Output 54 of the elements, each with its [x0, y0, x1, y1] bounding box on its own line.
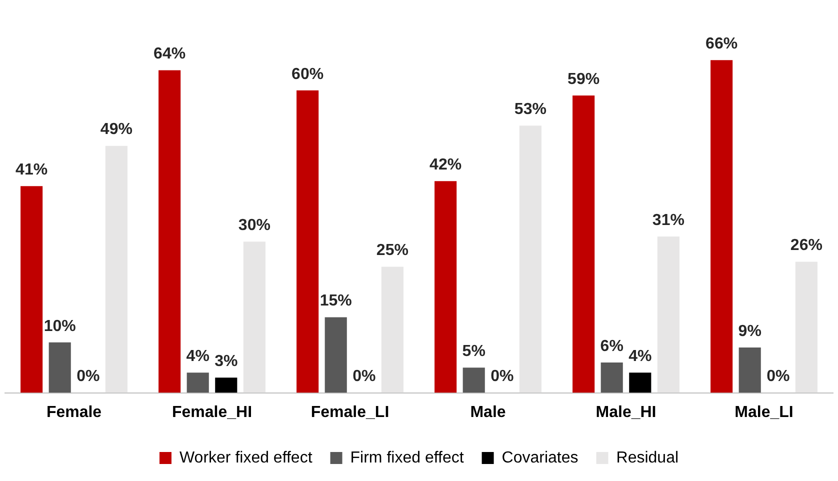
bar [710, 60, 733, 393]
data-label: 66% [706, 36, 738, 53]
bar [243, 242, 266, 393]
bar [795, 262, 818, 393]
data-label: 60% [292, 66, 324, 83]
data-label: 53% [514, 101, 546, 118]
data-label: 49% [100, 121, 132, 138]
data-label: 31% [652, 212, 684, 229]
bar [519, 126, 542, 393]
bar [600, 362, 623, 393]
legend-label: Residual [616, 449, 679, 466]
x-tick-label: Female_HI [172, 404, 252, 421]
bar [105, 146, 128, 393]
data-label: 10% [44, 318, 76, 335]
x-tick-label: Female_LI [310, 404, 390, 421]
data-label: 0% [490, 368, 514, 386]
bar [629, 372, 652, 393]
data-label: 5% [462, 343, 486, 360]
bar [324, 317, 347, 393]
bar [186, 372, 209, 393]
data-label: 0% [352, 368, 376, 386]
x-tick-label: Male_LI [734, 404, 794, 421]
data-label: 42% [430, 156, 462, 174]
data-label: 6% [600, 338, 624, 355]
x-tick-label: Male [470, 404, 506, 421]
data-label: 9% [738, 322, 762, 340]
bar [296, 90, 319, 393]
bar [48, 342, 71, 393]
data-label: 64% [154, 46, 186, 63]
data-label: 59% [568, 70, 600, 88]
data-label: 30% [238, 217, 270, 234]
bar [215, 378, 238, 393]
bar [738, 347, 761, 393]
bar [657, 236, 680, 393]
bar [381, 266, 404, 393]
x-tick-label: Male_HI [596, 404, 656, 421]
data-label: 26% [790, 237, 822, 254]
bar [572, 95, 595, 393]
legend-label: Covariates [502, 449, 578, 466]
data-label: 3% [214, 353, 238, 370]
data-label: 15% [320, 292, 352, 310]
data-label: 25% [376, 242, 408, 260]
legend-label: Worker fixed effect [179, 449, 313, 466]
data-label: 0% [76, 368, 100, 386]
data-label: 0% [766, 368, 790, 386]
legend-label: Firm fixed effect [350, 449, 464, 466]
bar [20, 186, 43, 393]
bar [434, 181, 457, 393]
bar [158, 70, 181, 393]
bar [462, 368, 485, 393]
data-label: 4% [628, 348, 652, 366]
x-tick-label: Female [46, 404, 102, 421]
data-label: 41% [16, 162, 48, 179]
data-label: 4% [186, 348, 210, 366]
